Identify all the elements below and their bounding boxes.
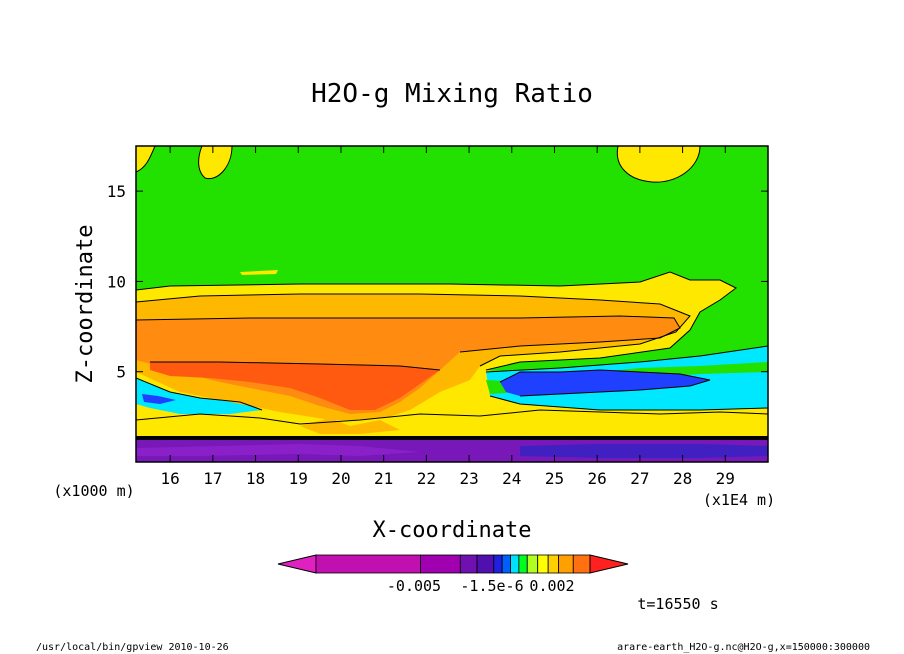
x-tick-label: 18	[246, 469, 265, 488]
colorbar-bin	[537, 554, 549, 574]
x-tick-label: 21	[374, 469, 393, 488]
chart-title: H2O-g Mixing Ratio	[311, 79, 593, 109]
colorbar-bin	[518, 554, 528, 574]
colorbar-bin	[526, 554, 539, 574]
colorbar-bin	[420, 554, 461, 574]
colorbar-tick-label: -1.5e-6	[460, 577, 523, 595]
footer-right: arare-earth_H2O-g.nc@H2O-g,x=150000:3000…	[617, 642, 870, 653]
y-axis: 5 10 15	[107, 182, 768, 382]
region-lower-convective	[136, 410, 768, 436]
x-tick-label: 17	[203, 469, 222, 488]
footer-left: /usr/local/bin/gpview 2010-10-26	[36, 642, 229, 653]
x-tick-label: 27	[630, 469, 649, 488]
colorbar-bin	[493, 554, 503, 574]
region-top-patch-left	[136, 146, 155, 172]
colorbar-bin	[459, 554, 478, 574]
contour-lines	[136, 146, 768, 425]
plot-frame	[135, 145, 769, 463]
y-unit-label: (x1000 m)	[53, 482, 134, 500]
colorbar-tick-label: -0.005	[387, 577, 441, 595]
x-tick-label: 26	[588, 469, 607, 488]
y-tick-label: 10	[107, 272, 126, 291]
colorbar-bin	[315, 554, 421, 574]
region-top-patch-right	[617, 146, 700, 183]
x-tick-label: 19	[289, 469, 308, 488]
colorbar-bin	[476, 554, 495, 574]
surface-contour-line	[136, 436, 768, 440]
x-tick-label: 23	[459, 469, 478, 488]
region-plume-core	[150, 362, 440, 410]
x-axis: 16 17 18 19 20 21 22 23 24 25 26 27 28 29	[161, 146, 735, 488]
x-tick-label: 16	[161, 469, 180, 488]
x-tick-label: 22	[417, 469, 436, 488]
colorbar-upper-extension	[589, 554, 629, 574]
x-tick-label: 25	[545, 469, 564, 488]
region-small-patch	[240, 270, 278, 275]
colorbar	[277, 554, 629, 574]
y-tick-label: 15	[107, 182, 126, 201]
region-moist-layer-left	[136, 378, 262, 414]
region-surface-sub	[136, 444, 420, 456]
x-tick-label: 20	[331, 469, 350, 488]
region-moist-tongue	[500, 370, 710, 396]
time-annotation: t=16550 s	[637, 595, 718, 613]
colorbar-tick-labels: -0.005 -1.5e-6 0.002	[387, 577, 575, 595]
contour-field	[136, 146, 768, 462]
colorbar-bin	[558, 554, 574, 574]
y-axis-label: Z-coordinate	[73, 225, 98, 384]
y-tick-label: 5	[116, 363, 126, 382]
x-axis-label: X-coordinate	[373, 518, 532, 543]
colorbar-bin	[510, 554, 520, 574]
colorbar-tick-label: 0.002	[529, 577, 574, 595]
x-tick-label: 28	[673, 469, 692, 488]
x-tick-label: 24	[502, 469, 521, 488]
region-anvil-core	[136, 316, 680, 414]
x-unit-label: (x1E4 m)	[703, 491, 775, 509]
colorbar-bin	[547, 554, 560, 574]
region-moist-tongue-left	[142, 394, 176, 404]
x-tick-label: 29	[716, 469, 735, 488]
region-surface-sub-right	[520, 444, 768, 458]
colorbar-bin	[572, 554, 591, 574]
colorbar-bin	[501, 554, 511, 574]
colorbar-lower-extension	[277, 554, 317, 574]
